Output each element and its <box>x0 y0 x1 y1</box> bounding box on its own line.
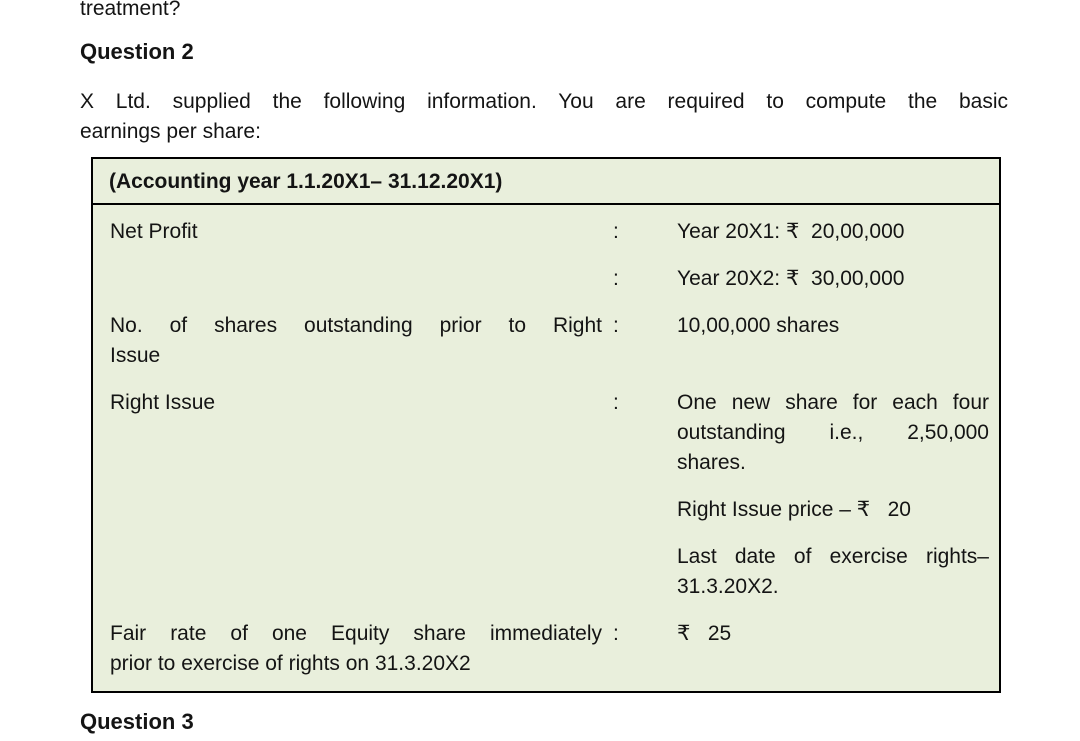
row-label-line: No. of shares outstanding prior to Right <box>110 314 602 337</box>
row-entry: : One new share for each four outstanding … <box>602 388 989 478</box>
entry-colon: : <box>613 391 619 414</box>
row-label: Net Profit <box>110 217 602 294</box>
row-entry: : ₹ 25 <box>602 619 989 649</box>
entry-value-line: Year 20X1: ₹ 20,00,000 <box>677 220 905 243</box>
row-entry: : Year 20X1: ₹ 20,00,000 <box>602 217 989 247</box>
table-row: Right Issue: One new share for each four o… <box>110 388 989 602</box>
row-label-line: prior to exercise of rights on 31.3.20X2 <box>110 652 471 675</box>
intro-line: X Ltd. supplied the following informatio… <box>80 90 1008 113</box>
entry-colon: : <box>613 622 619 645</box>
row-label-line: Issue <box>110 344 161 367</box>
question-3-heading: Question 3 <box>80 709 194 734</box>
row-entry: Right Issue price – ₹ 20 <box>602 495 989 525</box>
entry-colon <box>602 542 677 602</box>
entry-value-line: ₹ 25 <box>677 622 732 645</box>
entry-value: Year 20X2: ₹ 30,00,000 <box>677 264 989 294</box>
entry-colon: : <box>613 314 619 337</box>
question-2-heading: Question 2 <box>80 39 194 64</box>
table-body: Net Profit: Year 20X1: ₹ 20,00,000: Year 2… <box>93 205 999 691</box>
accounting-info-table: (Accounting year 1.1.20X1– 31.12.20X1) N… <box>91 157 1001 693</box>
row-entries: : ₹ 25 <box>602 619 989 679</box>
intro-line: earnings per share: <box>80 120 261 143</box>
entry-value-line: Last date of exercise rights– <box>677 545 989 568</box>
entry-value-line: outstanding i.e., 2,50,000 <box>677 421 989 444</box>
entry-value: 10,00,000 shares <box>677 311 989 341</box>
row-label: Right Issue <box>110 388 602 602</box>
row-entries: : One new share for each four outstanding … <box>602 388 989 602</box>
entry-value-line: Right Issue price – ₹ 20 <box>677 498 911 521</box>
row-entry: Last date of exercise rights– 31.3.20X2. <box>602 542 989 602</box>
row-label: No. of shares outstanding prior to Right… <box>110 311 602 371</box>
row-label-line: Fair rate of one Equity share immediatel… <box>110 622 602 645</box>
entry-colon <box>602 495 677 525</box>
entry-value: Year 20X1: ₹ 20,00,000 <box>677 217 989 247</box>
entry-value-line: One new share for each four <box>677 391 989 414</box>
entry-value-line: shares. <box>677 451 746 474</box>
row-label-line: Net Profit <box>110 220 198 243</box>
entry-value-line: Year 20X2: ₹ 30,00,000 <box>677 267 905 290</box>
row-entries: : 10,00,000 shares <box>602 311 989 371</box>
entry-colon: : <box>613 267 619 290</box>
row-entry: : Year 20X2: ₹ 30,00,000 <box>602 264 989 294</box>
row-entries: : Year 20X1: ₹ 20,00,000: Year 20X2: ₹ 30,… <box>602 217 989 294</box>
row-label-line: Right Issue <box>110 391 216 414</box>
question-2-intro-paragraph: X Ltd. supplied the following informatio… <box>80 87 1008 147</box>
row-label: Fair rate of one Equity share immediatel… <box>110 619 602 679</box>
entry-value-line: 31.3.20X2. <box>677 575 779 598</box>
table-row: No. of shares outstanding prior to Right… <box>110 311 989 371</box>
entry-value: One new share for each four outstanding i… <box>677 388 989 478</box>
table-row: Fair rate of one Equity share immediatel… <box>110 619 989 679</box>
entry-value: ₹ 25 <box>677 619 989 649</box>
entry-value-line: 10,00,000 shares <box>677 314 840 337</box>
entry-value: Last date of exercise rights– 31.3.20X2. <box>677 542 989 602</box>
previous-question-fragment: treatment? <box>80 0 181 20</box>
row-entry: : 10,00,000 shares <box>602 311 989 341</box>
table-header-accounting-year: (Accounting year 1.1.20X1– 31.12.20X1) <box>93 159 999 205</box>
table-row: Net Profit: Year 20X1: ₹ 20,00,000: Year 2… <box>110 217 989 294</box>
entry-value: Right Issue price – ₹ 20 <box>677 495 989 525</box>
entry-colon: : <box>613 220 619 243</box>
